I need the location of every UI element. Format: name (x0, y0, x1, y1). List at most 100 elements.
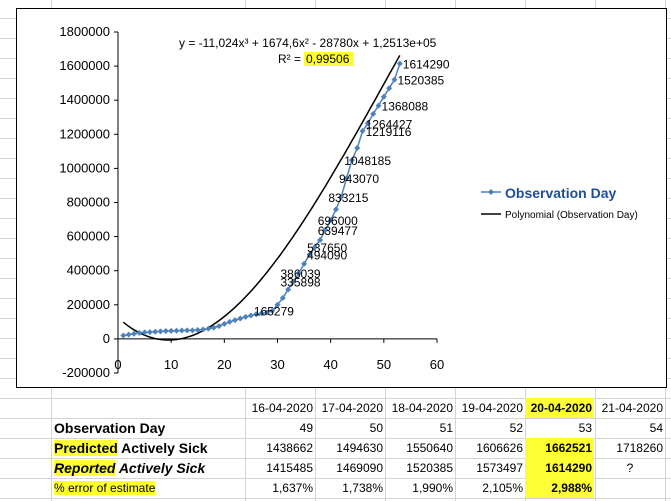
data-point (354, 144, 361, 151)
data-point (226, 318, 233, 325)
date-cell[interactable]: 16-04-2020 (251, 401, 313, 415)
row-label-rest: Actively Sick (117, 440, 208, 456)
value-cell[interactable]: 1606626 (476, 441, 523, 455)
row-label[interactable]: Reported Actively Sick (52, 458, 242, 478)
value-cell[interactable]: 50 (369, 421, 383, 435)
value-cell[interactable] (595, 478, 665, 498)
value-cell[interactable]: 1718260 (616, 441, 663, 455)
gridline (0, 458, 671, 459)
data-point (263, 309, 270, 316)
row-label[interactable]: % error of estimate (52, 478, 242, 498)
x-tick-label: 50 (377, 357, 391, 372)
date-cell[interactable]: 17-04-2020 (321, 401, 383, 415)
data-point (237, 315, 244, 322)
data-point (359, 128, 366, 135)
data-label: 1264427 (366, 117, 413, 131)
data-point (343, 175, 350, 182)
value-cell[interactable]: 1469090 (336, 461, 383, 475)
data-point (178, 327, 185, 334)
row-label-highlight: Predicted (54, 440, 118, 456)
table-row-error: % error of estimate 1,637% 1,738% 1,990%… (0, 478, 671, 498)
value-cell[interactable]: 1,637% (272, 481, 313, 495)
data-point (338, 193, 345, 200)
date-cell[interactable]: 18-04-2020 (391, 401, 453, 415)
data-point (247, 312, 254, 319)
data-point (141, 329, 148, 336)
row-label[interactable]: Observation Day (54, 420, 166, 436)
data-point (380, 93, 387, 100)
x-tick-label: 10 (164, 357, 178, 372)
data-point (146, 329, 153, 336)
value-cell-highlighted[interactable]: 1614290 (525, 458, 594, 478)
data-point (173, 327, 180, 334)
data-label: 335898 (281, 276, 321, 290)
date-cell[interactable]: 21-04-2020 (601, 401, 663, 415)
data-point (269, 307, 276, 314)
value-cell-highlighted[interactable]: 1662521 (525, 438, 594, 458)
data-point (210, 324, 217, 331)
data-point (322, 226, 329, 233)
data-point (130, 330, 137, 337)
value-cell[interactable]: 1520385 (406, 461, 453, 475)
date-cell-highlighted[interactable]: 20-04-2020 (525, 398, 594, 418)
value-cell[interactable]: 1,990% (412, 481, 453, 495)
data-label: 943070 (339, 172, 379, 186)
data-point (396, 60, 403, 67)
value-cell[interactable]: 51 (439, 421, 453, 435)
data-point (152, 328, 159, 335)
value-cell[interactable]: ? (626, 461, 634, 475)
data-point (301, 260, 308, 267)
data-point (290, 278, 297, 285)
gridline (0, 418, 671, 419)
value-cell-highlighted[interactable]: 2,988% (525, 478, 594, 498)
date-cell[interactable]: 19-04-2020 (461, 401, 523, 415)
data-point (306, 251, 313, 258)
data-label: 833215 (328, 191, 368, 205)
data-label: 537650 (307, 241, 347, 255)
data-point (285, 286, 292, 293)
value-cell[interactable]: 2,105% (482, 481, 523, 495)
data-point (317, 237, 324, 244)
value-cell[interactable]: 1550640 (406, 441, 453, 455)
data-point (327, 217, 334, 224)
data-point (205, 325, 212, 332)
data-label: 1614290 (403, 58, 450, 72)
y-tick-label: 400000 (67, 263, 110, 278)
data-point (200, 326, 207, 333)
value-cell[interactable]: 52 (509, 421, 523, 435)
value-cell[interactable]: 1,738% (342, 481, 383, 495)
value-cell[interactable]: 1438662 (266, 441, 313, 455)
table-row-observation-day: Observation Day 49 50 51 52 53 54 (0, 418, 671, 438)
x-tick-label: 40 (323, 357, 337, 372)
data-point (253, 311, 260, 318)
data-label: 1219116 (366, 125, 412, 139)
r-squared-highlight (304, 52, 354, 66)
gridline (0, 398, 671, 399)
data-point (231, 317, 238, 324)
row-label[interactable]: Predicted Actively Sick (52, 438, 242, 458)
data-label: 386039 (281, 267, 321, 281)
value-cell[interactable]: 53 (578, 421, 592, 435)
y-tick-label: 1000000 (59, 160, 110, 175)
value-cell[interactable]: 1415485 (266, 461, 313, 475)
chart-area[interactable]: -200000 0 200000 400000 600000 800000 1000000 1… (16, 8, 667, 388)
row-label-highlight: Reported (54, 460, 116, 476)
y-tick-label: 0 (103, 331, 110, 346)
data-point (391, 76, 398, 83)
y-tick-label: 200000 (67, 297, 110, 312)
r-squared-label: R² = (278, 52, 301, 66)
value-cell[interactable]: 1573497 (476, 461, 523, 475)
data-label: 1520385 (397, 74, 444, 88)
value-cell[interactable]: 54 (649, 421, 663, 435)
value-cell[interactable]: 1494630 (336, 441, 383, 455)
y-tick-label: 600000 (67, 229, 110, 244)
data-point (194, 327, 201, 334)
y-tick-label: 1600000 (59, 58, 110, 73)
r-squared-value: 0,99506 (306, 52, 350, 66)
value-cell[interactable]: 49 (299, 421, 313, 435)
data-point (120, 332, 127, 339)
row-label-highlight: % error of estimate (54, 481, 156, 495)
data-point (364, 120, 371, 127)
gridline (0, 478, 671, 479)
x-tick-label: 20 (217, 357, 231, 372)
